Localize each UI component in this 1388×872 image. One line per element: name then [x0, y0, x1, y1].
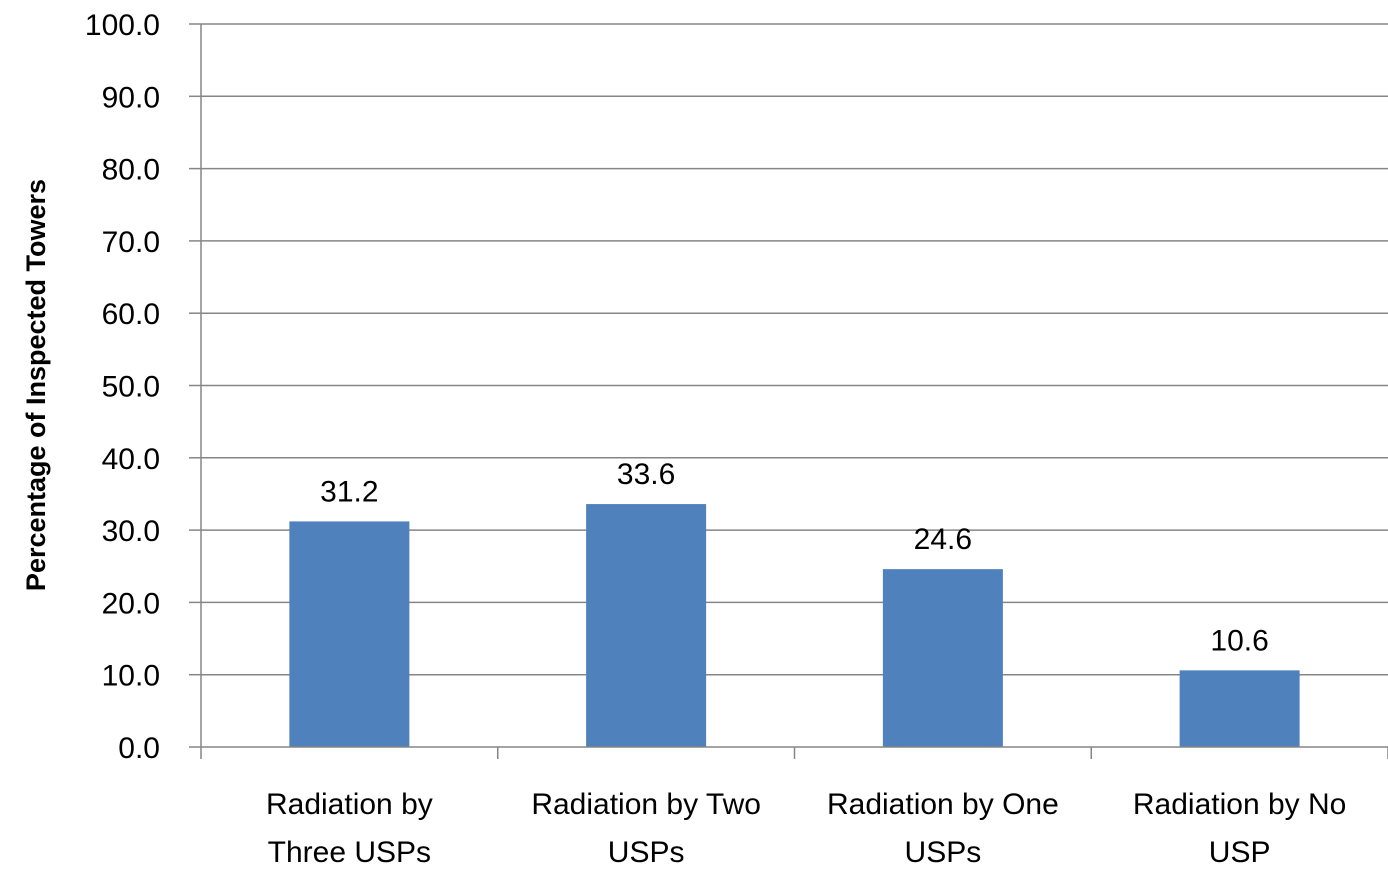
data-label: 10.6	[1210, 624, 1268, 657]
x-category-label: Radiation by No USP	[1133, 788, 1346, 869]
data-label: 24.6	[914, 523, 972, 556]
x-category-labels: Radiation by Three USPs Radiation by Two US…	[266, 788, 1346, 869]
y-tick-label: 60.0	[102, 298, 160, 331]
x-category-label: Radiation by Three USPs	[266, 788, 433, 869]
y-tick-label: 70.0	[102, 226, 160, 259]
data-label: 33.6	[617, 458, 675, 491]
data-labels: 31.2 33.6 24.6 10.6	[320, 458, 1269, 657]
y-tick-label: 80.0	[102, 154, 160, 187]
x-category-label: Radiation by Two USPs	[531, 788, 761, 869]
x-category-label: Radiation by One USPs	[827, 788, 1059, 869]
y-tick-label: 100.0	[85, 9, 160, 42]
y-tick-label: 90.0	[102, 81, 160, 114]
y-tick-label: 0.0	[118, 732, 160, 765]
axes	[189, 23, 1388, 759]
y-tick-label: 10.0	[102, 660, 160, 693]
bar	[586, 504, 707, 747]
bar	[289, 521, 410, 747]
y-tick-label: 20.0	[102, 587, 160, 620]
y-tick-label: 40.0	[102, 443, 160, 476]
y-tick-labels: 0.0 10.0 20.0 30.0 40.0 50.0 60.0 70.0 80.0 90.0 1…	[85, 9, 160, 765]
y-axis-title: Percentage of Inspected Towers	[21, 179, 51, 591]
bar	[1179, 670, 1300, 747]
y-tick-label: 30.0	[102, 515, 160, 548]
y-tick-label: 50.0	[102, 371, 160, 404]
data-label: 31.2	[320, 475, 378, 508]
bar	[882, 569, 1003, 747]
bars	[289, 504, 1300, 747]
